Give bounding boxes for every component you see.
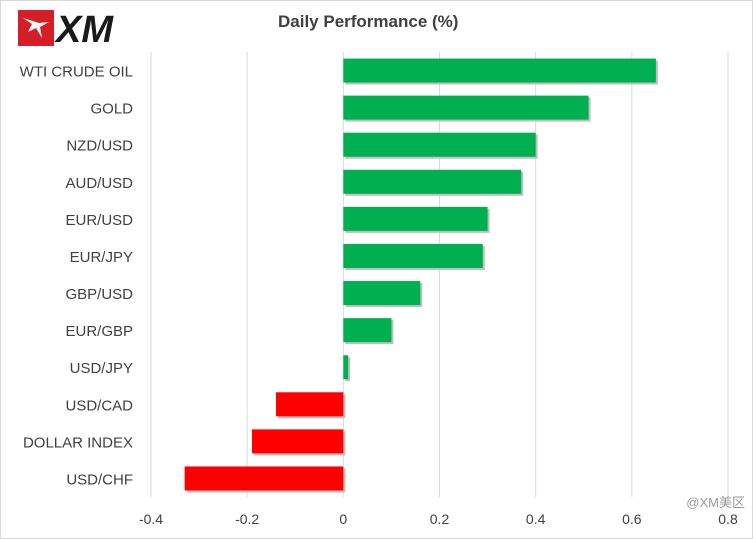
category-label: DOLLAR INDEX [23, 434, 133, 451]
grid [150, 52, 729, 497]
category-label: USD/CHF [66, 471, 133, 488]
category-labels: WTI CRUDE OIL GOLD NZD/USD AUD/USD EUR/USD EU… [20, 64, 134, 489]
x-tick-label: -0.2 [235, 511, 259, 527]
x-tick-label: 0.6 [622, 511, 642, 527]
category-label: GOLD [90, 101, 133, 118]
chart-title: Daily Performance (%) [278, 12, 459, 31]
x-tick-labels: -0.4 -0.2 0 0.2 0.4 0.6 0.8 [139, 511, 738, 527]
bull-icon [23, 18, 49, 38]
category-label: USD/CAD [65, 397, 133, 414]
x-tick-label: 0.8 [718, 511, 738, 527]
category-label: USD/JPY [70, 360, 133, 377]
bar [343, 318, 392, 343]
x-tick-label: 0.4 [526, 511, 546, 527]
x-tick-label: 0 [339, 511, 347, 527]
x-tick-label: -0.4 [139, 511, 163, 527]
bar [343, 206, 488, 231]
logo-text: XM [54, 9, 114, 48]
bar [343, 132, 536, 157]
bar [343, 58, 656, 83]
bar [276, 392, 344, 417]
category-label: GBP/USD [65, 286, 133, 303]
bar [343, 281, 421, 306]
category-label: NZD/USD [66, 138, 133, 155]
bar [343, 95, 589, 120]
bars [184, 58, 658, 493]
category-label: WTI CRUDE OIL [20, 64, 133, 81]
category-label: EUR/GBP [65, 323, 133, 340]
bar [343, 355, 349, 380]
x-tick-label: 0.2 [430, 511, 450, 527]
category-label: AUD/USD [65, 175, 133, 192]
bar [343, 243, 483, 268]
bar [343, 169, 522, 194]
bar [184, 466, 344, 491]
bar [251, 429, 344, 454]
watermark: @XM美区 [686, 495, 745, 510]
category-label: EUR/JPY [70, 249, 133, 266]
xm-logo: XM [18, 9, 114, 48]
category-label: EUR/USD [65, 212, 133, 229]
